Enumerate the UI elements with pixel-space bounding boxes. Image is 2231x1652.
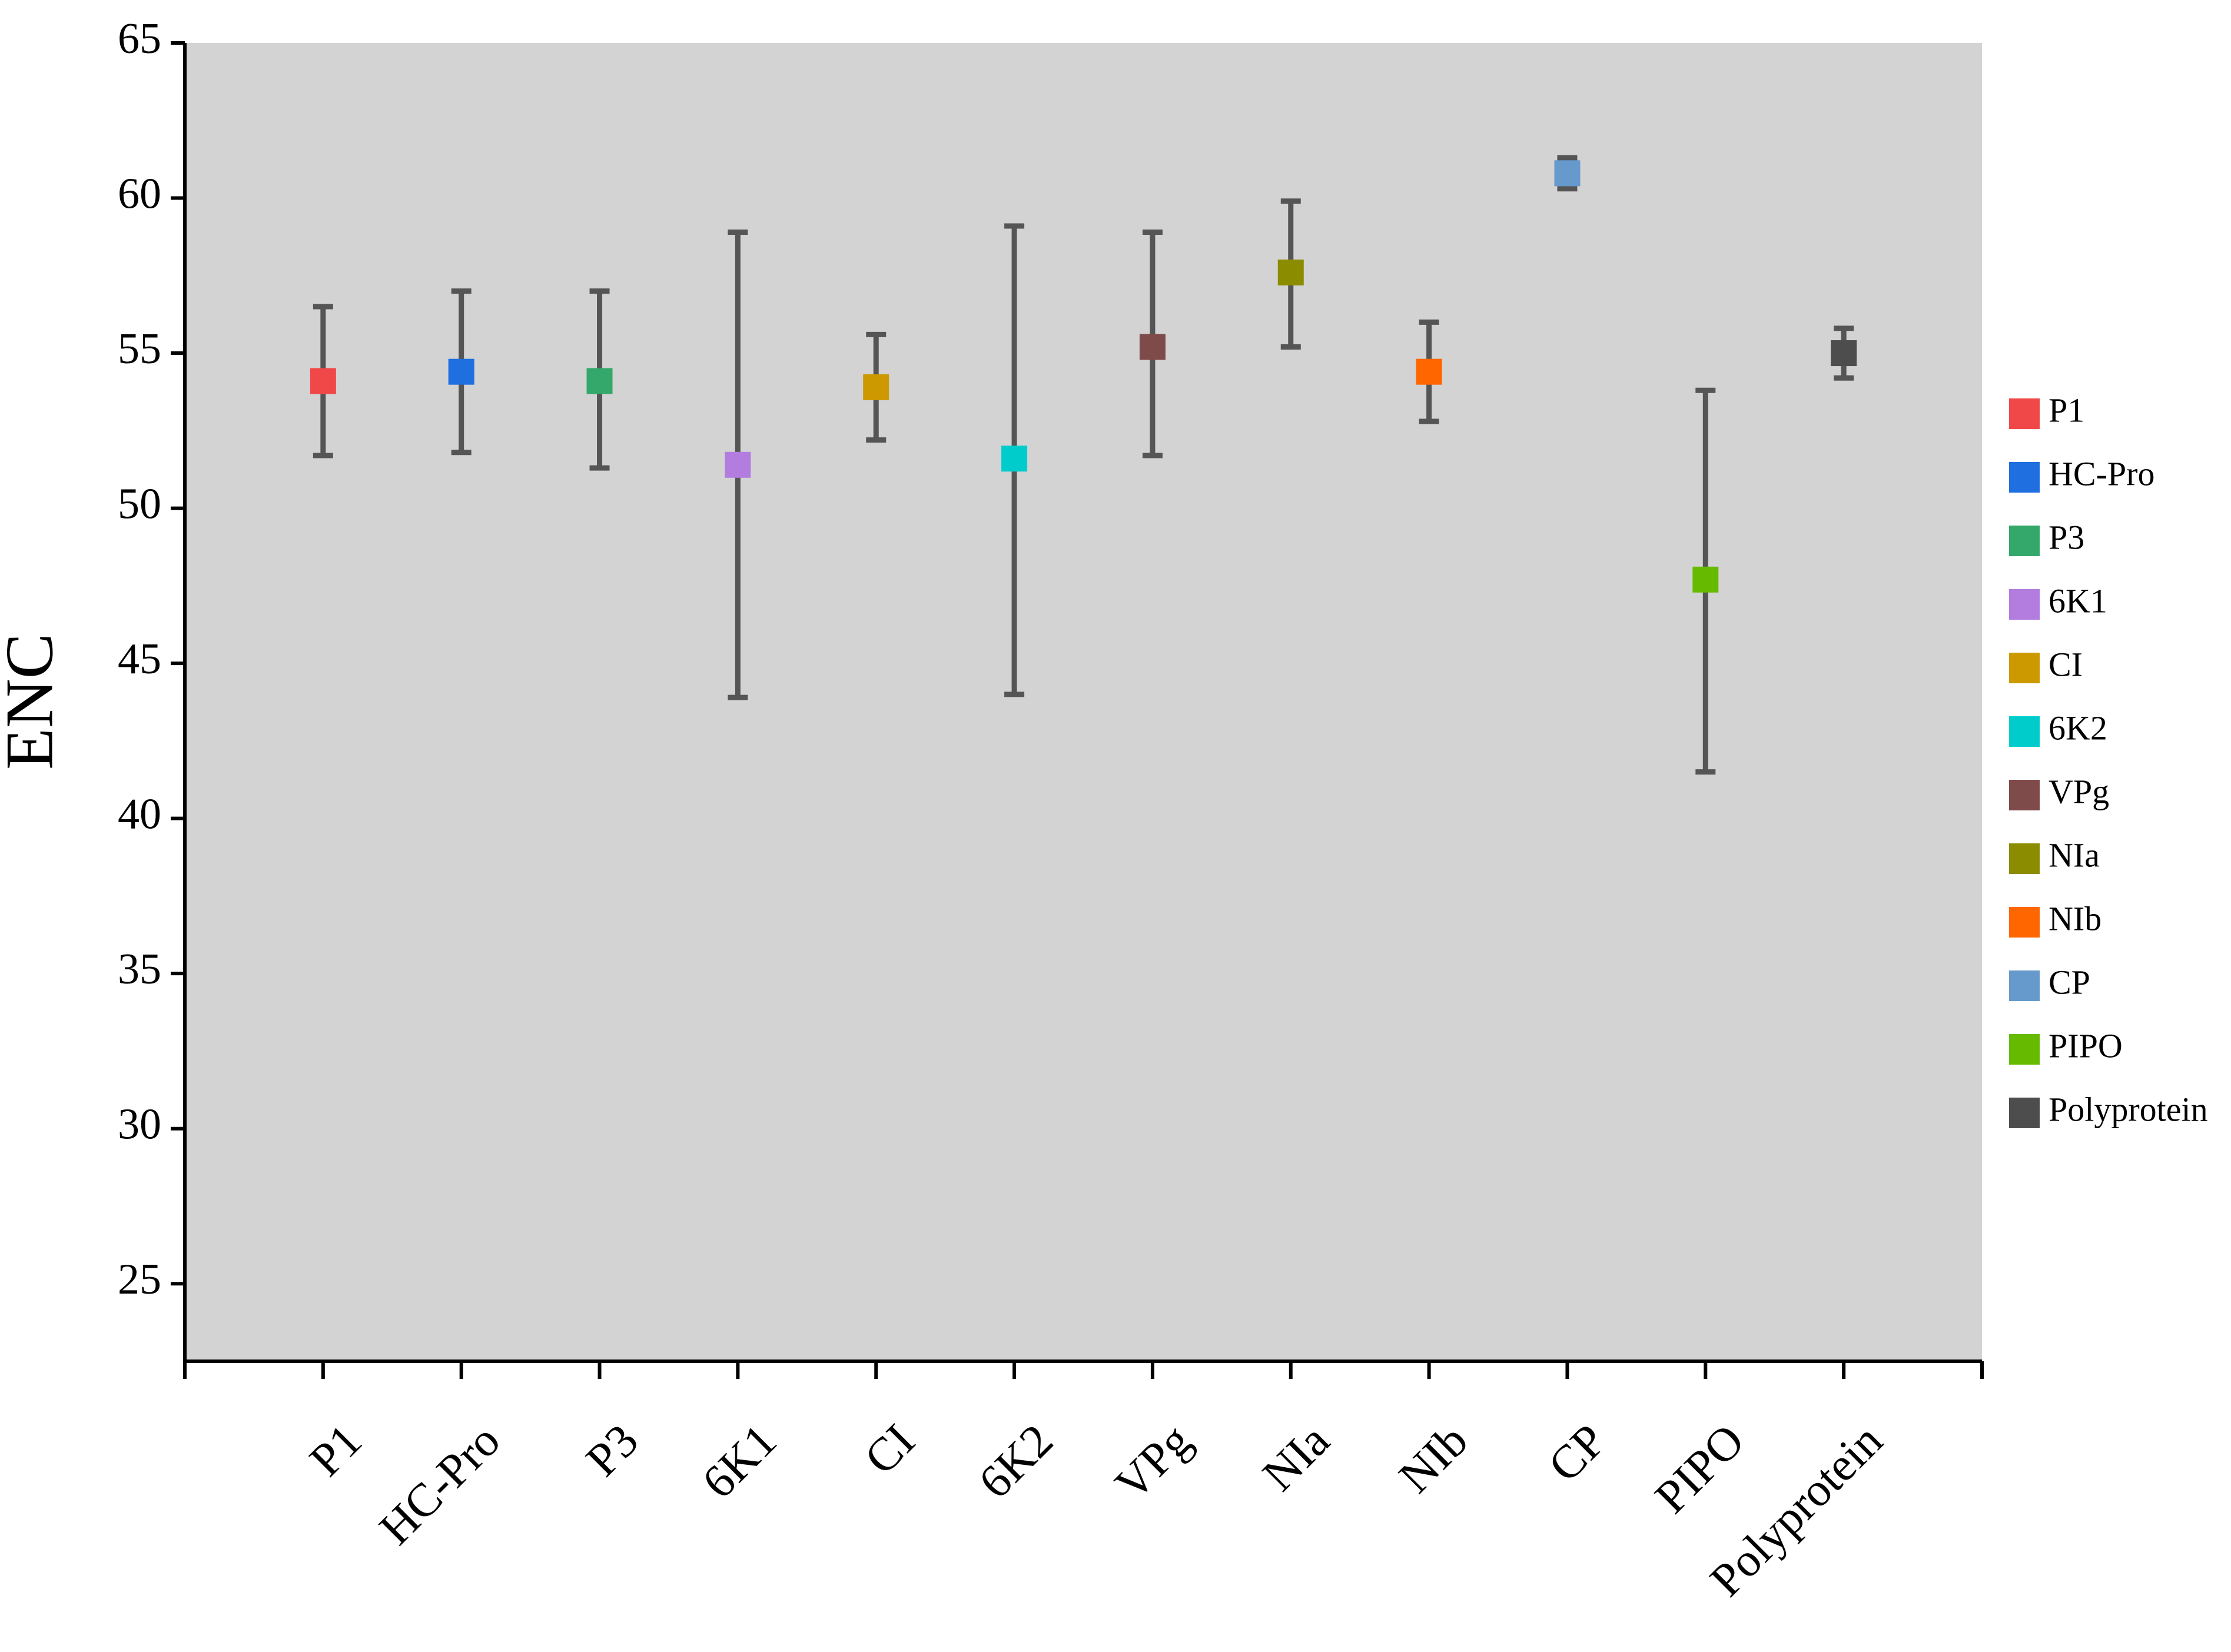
legend-swatch xyxy=(2009,526,2040,556)
marker xyxy=(1001,446,1028,472)
x-tick-label: 6K1 xyxy=(692,1415,786,1509)
y-tick-label: 50 xyxy=(118,480,161,528)
legend-label: CP xyxy=(2049,963,2090,1001)
legend-label: P1 xyxy=(2049,391,2084,429)
x-tick-label: HC-Pro xyxy=(370,1415,510,1555)
legend-swatch xyxy=(2009,970,2040,1001)
marker xyxy=(1831,340,1857,367)
x-tick-label: PIPO xyxy=(1645,1415,1754,1524)
plot-background xyxy=(185,43,1982,1361)
legend-swatch xyxy=(2009,1034,2040,1065)
legend-label: CI xyxy=(2049,645,2083,683)
legend-swatch xyxy=(2009,589,2040,620)
x-tick-label: 6K2 xyxy=(969,1415,1063,1509)
marker xyxy=(863,374,889,401)
x-tick-label: CP xyxy=(1539,1415,1616,1492)
legend-swatch xyxy=(2009,1098,2040,1128)
marker xyxy=(586,368,613,394)
y-tick-label: 30 xyxy=(118,1101,161,1149)
y-tick-label: 40 xyxy=(118,790,161,839)
legend-label: NIa xyxy=(2049,836,2100,874)
x-tick-label: NIb xyxy=(1389,1415,1478,1503)
y-tick-label: 55 xyxy=(118,325,161,373)
marker xyxy=(1139,334,1166,360)
x-tick-label: P3 xyxy=(576,1415,648,1487)
legend-swatch xyxy=(2009,716,2040,747)
y-tick-label: 65 xyxy=(118,15,161,63)
x-tick-label: VPg xyxy=(1105,1415,1201,1511)
marker xyxy=(1416,358,1442,385)
legend-swatch xyxy=(2009,653,2040,683)
y-axis-label: ENC xyxy=(0,633,68,770)
marker xyxy=(1692,566,1719,593)
legend-label: PIPO xyxy=(2049,1026,2123,1065)
legend-label: VPg xyxy=(2049,772,2109,810)
legend-label: 6K2 xyxy=(2049,709,2107,747)
legend-label: 6K1 xyxy=(2049,581,2107,620)
x-tick-label: CI xyxy=(855,1415,925,1485)
y-tick-label: 60 xyxy=(118,170,161,218)
legend-swatch xyxy=(2009,462,2040,493)
y-tick-label: 45 xyxy=(118,635,161,683)
marker xyxy=(310,368,336,394)
legend-swatch xyxy=(2009,398,2040,429)
legend-swatch xyxy=(2009,843,2040,874)
x-tick-label: NIa xyxy=(1253,1415,1339,1501)
legend-label: Polyprotein xyxy=(2049,1090,2208,1128)
legend-label: HC-Pro xyxy=(2049,454,2154,493)
legend-label: P3 xyxy=(2049,518,2084,556)
y-tick-label: 25 xyxy=(118,1255,161,1304)
y-tick-label: 35 xyxy=(118,945,161,993)
marker xyxy=(725,451,751,478)
legend-swatch xyxy=(2009,907,2040,938)
legend-label: NIb xyxy=(2049,899,2101,938)
marker xyxy=(448,358,474,385)
legend-swatch xyxy=(2009,780,2040,810)
marker xyxy=(1277,260,1304,286)
marker xyxy=(1554,160,1581,187)
x-tick-label: P1 xyxy=(300,1415,372,1487)
